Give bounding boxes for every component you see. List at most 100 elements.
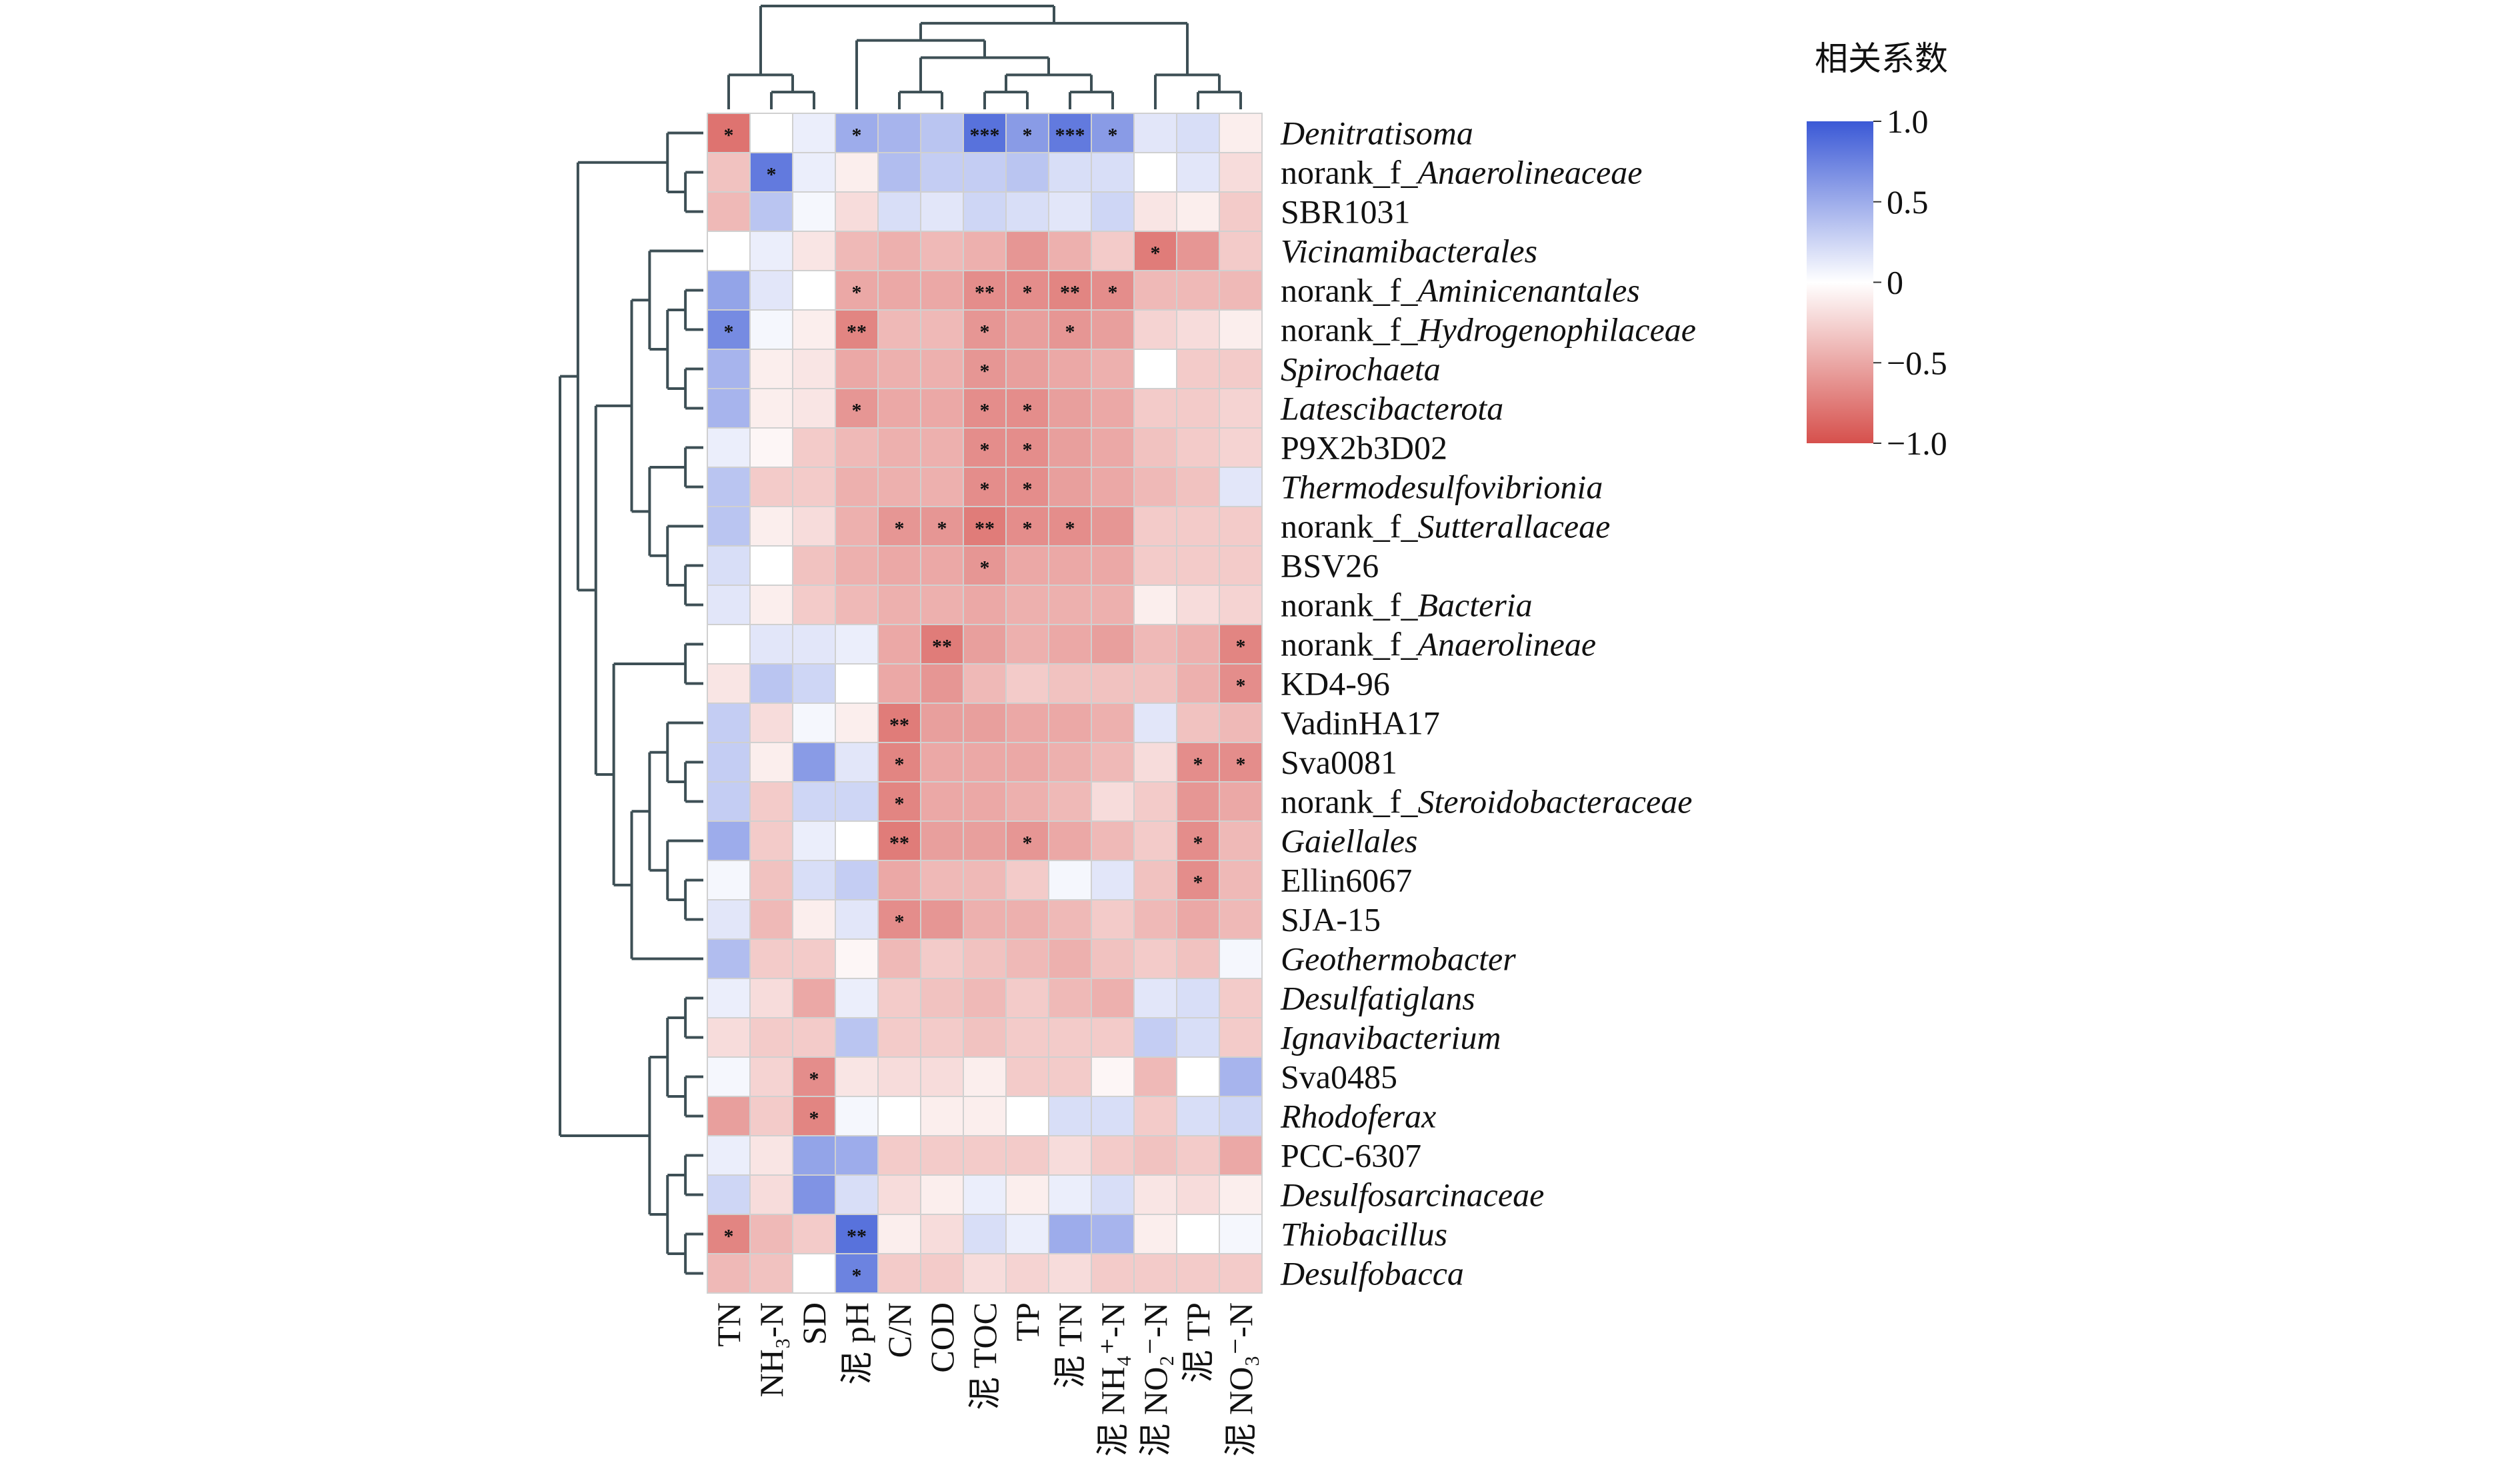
heatmap-cell — [1005, 1056, 1049, 1097]
heatmap-cell — [1091, 467, 1135, 507]
heatmap-cell — [1091, 1096, 1135, 1136]
heatmap-cell — [707, 1174, 751, 1215]
heatmap-cell — [877, 663, 921, 704]
heatmap-cell — [792, 388, 836, 429]
heatmap-cell — [1133, 270, 1177, 311]
heatmap-cell — [1176, 742, 1220, 782]
significance-label: * — [724, 1225, 734, 1247]
heatmap-cell — [749, 978, 793, 1018]
significance-label: * — [1236, 635, 1246, 657]
significance-label: * — [1236, 675, 1246, 697]
heatmap-cell — [792, 270, 836, 311]
heatmap-cell — [920, 781, 964, 822]
significance-label: * — [1108, 281, 1118, 303]
heatmap-cell — [877, 1056, 921, 1097]
heatmap-cell — [920, 231, 964, 271]
heatmap-cell — [1091, 309, 1135, 350]
heatmap-cell — [1005, 349, 1049, 389]
heatmap-cell — [877, 938, 921, 979]
heatmap-cell — [963, 938, 1007, 979]
heatmap-cell — [749, 899, 793, 940]
significance-label: * — [724, 321, 734, 343]
heatmap-cell — [963, 663, 1007, 704]
heatmap-cell — [1133, 860, 1177, 900]
significance-label: ** — [889, 832, 909, 854]
heatmap-cell — [792, 1056, 836, 1097]
heatmap-cell — [1091, 349, 1135, 389]
heatmap-cell — [920, 113, 964, 153]
row-label: PCC-6307 — [1281, 1137, 1421, 1174]
heatmap-cell — [877, 742, 921, 782]
heatmap-cell — [1133, 427, 1177, 468]
row-label: Desulfobacca — [1280, 1255, 1464, 1292]
significance-label: * — [852, 281, 862, 303]
heatmap-cell — [1133, 1135, 1177, 1176]
heatmap-cell — [792, 1214, 836, 1254]
heatmap-cell — [792, 860, 836, 900]
heatmap-cell — [835, 349, 879, 389]
colorbar-tick-label: −1.0 — [1887, 425, 1947, 462]
column-label: 泥 TN — [1051, 1302, 1089, 1388]
significance-label: ** — [1060, 281, 1080, 303]
heatmap-cell — [1176, 1135, 1220, 1176]
heatmap-cell — [1133, 899, 1177, 940]
heatmap-cell — [749, 663, 793, 704]
row-label-prefix: norank_f_ — [1281, 508, 1418, 545]
row-label-name: P9X2b3D02 — [1281, 429, 1447, 467]
heatmap-cell — [835, 152, 879, 193]
significance-label: ** — [847, 321, 867, 343]
significance-label: * — [852, 124, 862, 146]
row-label-name: Desulfobacca — [1280, 1255, 1464, 1292]
row-label-name: VadinHA17 — [1281, 705, 1440, 742]
row-label: norank_f_Hydrogenophilaceae — [1281, 311, 1696, 349]
heatmap-cell — [920, 349, 964, 389]
heatmap-cell — [707, 349, 751, 389]
heatmap-cell — [1091, 742, 1135, 782]
heatmap-cell — [749, 820, 793, 861]
heatmap-cell — [792, 309, 836, 350]
significance-label: ** — [975, 517, 995, 539]
heatmap-cell — [707, 624, 751, 665]
heatmap-cell — [877, 231, 921, 271]
heatmap-cell — [1005, 663, 1049, 704]
heatmap-cell — [1091, 427, 1135, 468]
heatmap-cell — [1133, 467, 1177, 507]
heatmap-cell — [877, 545, 921, 586]
heatmap-cell — [1005, 506, 1049, 547]
heatmap-cell — [1176, 349, 1220, 389]
heatmap-cell — [749, 1135, 793, 1176]
heatmap-cell — [835, 585, 879, 625]
heatmap-cell — [707, 820, 751, 861]
heatmap-cell — [1133, 820, 1177, 861]
colorbar — [1807, 121, 1873, 443]
row-label-prefix: norank_f_ — [1281, 154, 1418, 191]
row-label: Thermodesulfovibrionia — [1281, 469, 1603, 506]
heatmap-cell — [920, 1253, 964, 1294]
significance-label: * — [724, 124, 734, 146]
heatmap-cell — [1219, 152, 1263, 193]
heatmap-cell — [835, 427, 879, 468]
heatmap-cell — [1005, 152, 1049, 193]
heatmap-cell — [920, 270, 964, 311]
heatmap-cell — [920, 191, 964, 232]
heatmap-cell — [835, 860, 879, 900]
heatmap-cell — [707, 899, 751, 940]
column-label: 泥 pH — [838, 1302, 875, 1385]
heatmap-cell — [1133, 545, 1177, 586]
heatmap-cell — [749, 1174, 793, 1215]
significance-label: * — [1023, 124, 1033, 146]
row-label-name: Bacteria — [1418, 587, 1533, 624]
heatmap-cell — [963, 545, 1007, 586]
row-label: Ignavibacterium — [1280, 1019, 1501, 1056]
heatmap-cell — [963, 270, 1007, 311]
row-label-name: Thiobacillus — [1281, 1216, 1447, 1253]
heatmap-cell — [835, 703, 879, 743]
heatmap-cell — [1176, 545, 1220, 586]
row-label: Ellin6067 — [1281, 862, 1412, 899]
row-label: norank_f_Aminicenantales — [1281, 272, 1640, 309]
row-label-name: Gaiellales — [1281, 822, 1418, 860]
heatmap-cell — [1133, 781, 1177, 822]
heatmap-cell — [835, 113, 879, 153]
heatmap-cell — [707, 860, 751, 900]
heatmap-cell — [920, 1096, 964, 1136]
